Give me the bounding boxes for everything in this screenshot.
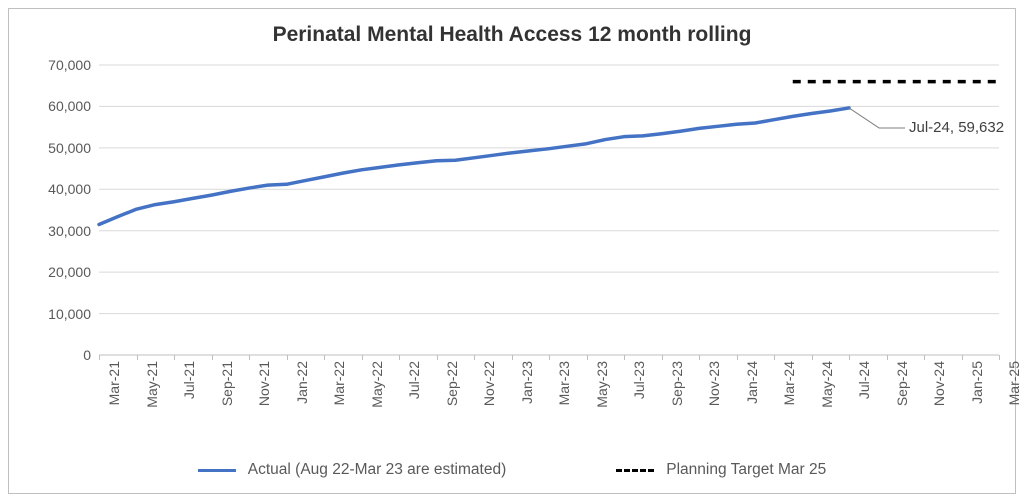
- legend-label-actual: Actual (Aug 22-Mar 23 are estimated): [248, 461, 506, 479]
- legend-item-actual: Actual (Aug 22-Mar 23 are estimated): [198, 461, 506, 479]
- x-tick-mark: [624, 355, 625, 360]
- y-tick-label: 70,000: [48, 57, 91, 73]
- x-tick-mark: [549, 355, 550, 360]
- x-tick-mark: [587, 355, 588, 360]
- callout-label: Jul-24, 59,632: [909, 119, 1004, 136]
- x-tick-mark: [99, 355, 100, 360]
- legend-swatch-target: [616, 469, 654, 472]
- x-tick-label: Jan-25: [969, 361, 985, 404]
- legend-item-target: Planning Target Mar 25: [616, 461, 826, 479]
- x-tick-mark: [137, 355, 138, 360]
- x-tick-label: Mar-21: [106, 361, 122, 405]
- x-tick-label: Mar-24: [781, 361, 797, 405]
- x-tick-label: Sep-22: [444, 361, 460, 406]
- legend-swatch-actual: [198, 469, 236, 472]
- x-tick-label: Jul-21: [181, 361, 197, 399]
- x-tick-label: Sep-21: [219, 361, 235, 406]
- x-tick-mark: [287, 355, 288, 360]
- callout-leader-line: [849, 108, 905, 128]
- chart-frame: Perinatal Mental Health Access 12 month …: [8, 8, 1016, 494]
- x-tick-mark: [662, 355, 663, 360]
- x-tick-mark: [699, 355, 700, 360]
- legend-label-target: Planning Target Mar 25: [666, 461, 826, 479]
- x-tick-label: Jan-23: [519, 361, 535, 404]
- x-tick-mark: [249, 355, 250, 360]
- y-tick-label: 40,000: [48, 181, 91, 197]
- y-tick-label: 10,000: [48, 306, 91, 322]
- x-tick-label: Mar-22: [331, 361, 347, 405]
- x-tick-mark: [212, 355, 213, 360]
- x-tick-label: Jan-22: [294, 361, 310, 404]
- y-axis: 010,00020,00030,00040,00050,00060,00070,…: [9, 65, 99, 355]
- x-tick-label: May-22: [369, 361, 385, 408]
- x-tick-label: Jul-22: [406, 361, 422, 399]
- chart-svg: [99, 65, 999, 355]
- x-tick-label: Jul-23: [631, 361, 647, 399]
- x-tick-mark: [849, 355, 850, 360]
- x-axis: Mar-21 May-21 Jul-21 Sep-21 Nov-21 Jan-22 Mar-…: [99, 355, 999, 441]
- x-tick-mark: [474, 355, 475, 360]
- x-tick-mark: [324, 355, 325, 360]
- y-tick-label: 50,000: [48, 140, 91, 156]
- legend: Actual (Aug 22-Mar 23 are estimated) Pla…: [9, 461, 1015, 479]
- chart-title: Perinatal Mental Health Access 12 month …: [9, 23, 1015, 47]
- x-tick-label: Nov-21: [256, 361, 272, 406]
- y-tick-label: 60,000: [48, 98, 91, 114]
- x-tick-mark: [999, 355, 1000, 360]
- x-tick-label: May-24: [819, 361, 835, 408]
- x-tick-mark: [774, 355, 775, 360]
- x-tick-mark: [924, 355, 925, 360]
- x-tick-mark: [512, 355, 513, 360]
- x-tick-mark: [812, 355, 813, 360]
- x-tick-label: Sep-23: [669, 361, 685, 406]
- x-tick-label: Nov-24: [931, 361, 947, 406]
- x-tick-label: Mar-25: [1006, 361, 1022, 405]
- plot-area: Jul-24, 59,632: [99, 65, 999, 355]
- x-tick-mark: [399, 355, 400, 360]
- x-tick-label: Mar-23: [556, 361, 572, 405]
- x-tick-mark: [174, 355, 175, 360]
- x-tick-mark: [887, 355, 888, 360]
- x-tick-mark: [962, 355, 963, 360]
- x-tick-mark: [437, 355, 438, 360]
- x-tick-mark: [362, 355, 363, 360]
- x-tick-label: May-21: [144, 361, 160, 408]
- y-tick-label: 30,000: [48, 223, 91, 239]
- x-tick-label: Nov-22: [481, 361, 497, 406]
- x-tick-label: Jan-24: [744, 361, 760, 404]
- y-tick-label: 20,000: [48, 264, 91, 280]
- x-tick-label: Nov-23: [706, 361, 722, 406]
- x-tick-label: May-23: [594, 361, 610, 408]
- x-tick-mark: [737, 355, 738, 360]
- x-tick-label: Sep-24: [894, 361, 910, 406]
- y-tick-label: 0: [83, 347, 91, 363]
- series-actual-line: [99, 108, 849, 225]
- x-tick-label: Jul-24: [856, 361, 872, 399]
